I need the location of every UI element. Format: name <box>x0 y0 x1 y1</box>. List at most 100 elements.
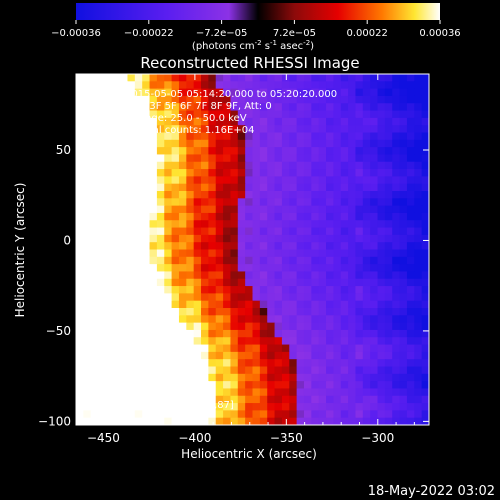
heatmap-cell <box>201 132 209 141</box>
heatmap-cell <box>421 315 429 324</box>
heatmap-cell <box>252 220 261 229</box>
heatmap-cell <box>340 278 349 287</box>
heatmap-cell <box>245 198 254 207</box>
heatmap-cell <box>406 139 415 148</box>
heatmap-cell <box>171 315 180 324</box>
heatmap-cell <box>384 308 393 316</box>
heatmap-cell <box>392 337 401 346</box>
heatmap-cell <box>164 117 173 126</box>
colorbar-tick-label: 7.2e−05 <box>273 28 316 39</box>
heatmap-cell <box>186 183 195 192</box>
heatmap-cell <box>171 88 180 97</box>
heatmap-cell <box>281 88 290 97</box>
heatmap-cell <box>252 271 261 280</box>
heatmap-cell <box>178 344 187 353</box>
heatmap-cell <box>90 169 99 177</box>
heatmap-cell <box>289 139 298 148</box>
heatmap-cell <box>193 395 202 404</box>
heatmap-cell <box>311 234 320 243</box>
heatmap-cell <box>149 359 158 368</box>
colorbar-tick-label: 0.00036 <box>419 28 460 39</box>
colorbar-tick-label: −7.2e−05 <box>196 28 248 39</box>
heatmap-cell <box>384 381 393 390</box>
heatmap-cell <box>289 220 298 229</box>
heatmap-cell <box>406 132 415 141</box>
heatmap-cell <box>259 381 268 390</box>
heatmap-cell <box>215 249 224 258</box>
heatmap-cell <box>237 176 246 185</box>
heatmap-cell <box>201 337 209 346</box>
heatmap-cell <box>289 308 298 316</box>
heatmap-cell <box>156 366 165 375</box>
heatmap-cell <box>370 388 379 397</box>
heatmap-cell <box>142 183 151 192</box>
heatmap-cell <box>105 81 114 90</box>
heatmap-cell <box>370 234 379 243</box>
heatmap-cell <box>171 125 180 134</box>
heatmap-cell <box>252 227 261 236</box>
heatmap-cell <box>76 395 84 404</box>
heatmap-cell <box>193 88 202 97</box>
heatmap-cell <box>142 147 151 156</box>
heatmap-cell <box>370 169 379 177</box>
heatmap-cell <box>267 366 276 375</box>
heatmap-cell <box>421 344 429 353</box>
heatmap-cell <box>274 395 283 404</box>
heatmap-cell <box>230 234 239 243</box>
y-tick-label: −50 <box>46 324 71 338</box>
heatmap-cell <box>303 286 312 294</box>
heatmap-cell <box>318 388 327 397</box>
heatmap-cell <box>149 74 158 82</box>
heatmap-cell <box>76 329 84 338</box>
heatmap-cell <box>340 300 349 309</box>
heatmap-cell <box>156 249 165 258</box>
heatmap-cell <box>311 191 320 199</box>
heatmap-cell <box>384 337 393 346</box>
heatmap-cell <box>406 147 415 156</box>
heatmap-cell <box>112 293 121 302</box>
heatmap-cell <box>406 278 415 287</box>
heatmap-cell <box>399 344 408 353</box>
heatmap-cell <box>237 293 246 302</box>
heatmap-cell <box>245 351 254 360</box>
heatmap-cell <box>384 410 393 419</box>
heatmap-cell <box>274 191 283 199</box>
heatmap-cell <box>237 95 246 104</box>
heatmap-cell <box>142 322 151 331</box>
heatmap-cell <box>311 147 320 156</box>
heatmap-cell <box>83 191 92 199</box>
heatmap-cell <box>318 74 327 82</box>
heatmap-cell <box>406 220 415 229</box>
heatmap-cell <box>142 388 151 397</box>
heatmap-cell <box>120 278 129 287</box>
heatmap-cell <box>252 366 261 375</box>
heatmap-cell <box>83 132 92 141</box>
heatmap-cell <box>326 147 334 156</box>
heatmap-cell <box>377 366 386 375</box>
heatmap-cell <box>333 344 342 353</box>
heatmap-cell <box>267 264 276 273</box>
heatmap-cell <box>252 161 261 170</box>
heatmap-cell <box>267 300 276 309</box>
heatmap-cell <box>156 344 165 353</box>
heatmap-cell <box>362 227 371 236</box>
heatmap-cell <box>186 410 195 419</box>
heatmap-cell <box>230 256 239 265</box>
heatmap-cell <box>399 322 408 331</box>
heatmap-cell <box>259 373 268 382</box>
x-tick-label: −450 <box>87 431 120 445</box>
heatmap-cell <box>326 227 334 236</box>
heatmap-cell <box>399 169 408 177</box>
heatmap-cell <box>259 293 268 302</box>
heatmap-cell <box>76 344 84 353</box>
heatmap-cell <box>142 95 151 104</box>
heatmap-cell <box>289 74 298 82</box>
heatmap-cell <box>252 205 261 214</box>
heatmap-cell <box>252 198 261 207</box>
heatmap-cell <box>142 132 151 141</box>
heatmap-cell <box>134 373 143 382</box>
heatmap-cell <box>156 212 165 221</box>
heatmap-cell <box>274 271 283 280</box>
heatmap-cell <box>134 359 143 368</box>
heatmap-cell <box>120 139 129 148</box>
